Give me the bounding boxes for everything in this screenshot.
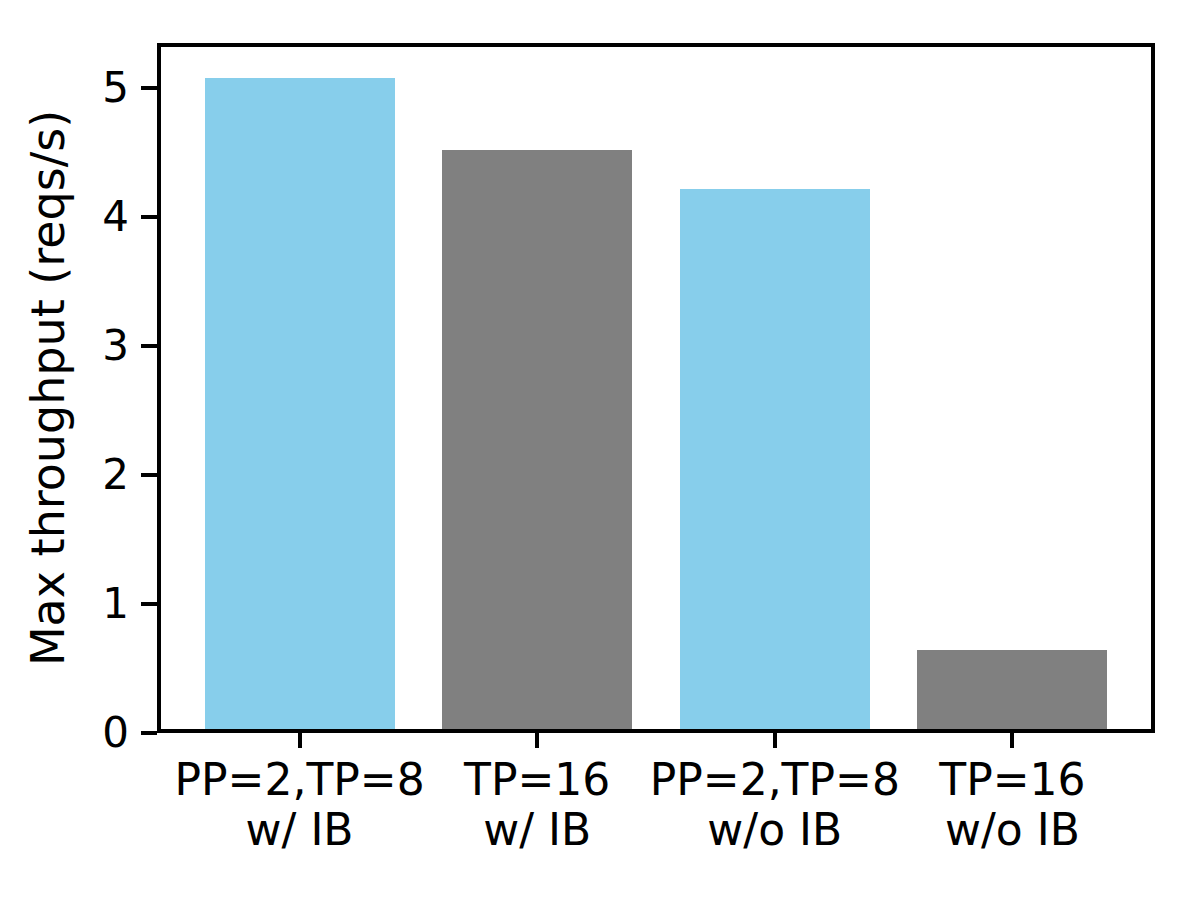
- y-tick-label-1: 1: [0, 576, 129, 632]
- plot-area: [157, 43, 1155, 733]
- y-tick-label-5: 5: [0, 60, 129, 116]
- y-tick-mark-1: [141, 602, 157, 606]
- bar-chart-figure: Max throughput (reqs/s) 012345PP=2,TP=8 …: [0, 0, 1200, 900]
- y-tick-label-0: 0: [0, 705, 129, 761]
- x-tick-mark-2: [773, 733, 777, 748]
- y-tick-mark-5: [141, 86, 157, 90]
- x-tick-label-3: TP=16 w/o IB: [772, 755, 1200, 855]
- y-tick-mark-4: [141, 215, 157, 219]
- x-tick-mark-3: [1010, 733, 1014, 748]
- bar-3: [917, 650, 1107, 733]
- x-tick-mark-1: [535, 733, 539, 748]
- y-tick-mark-2: [141, 473, 157, 477]
- y-tick-mark-3: [141, 344, 157, 348]
- y-tick-label-3: 3: [0, 318, 129, 374]
- x-tick-mark-0: [298, 733, 302, 748]
- y-tick-mark-0: [141, 731, 157, 735]
- bar-1: [442, 150, 632, 733]
- bar-0: [205, 78, 395, 733]
- y-tick-label-4: 4: [0, 189, 129, 245]
- y-tick-label-2: 2: [0, 447, 129, 503]
- bar-2: [680, 189, 870, 733]
